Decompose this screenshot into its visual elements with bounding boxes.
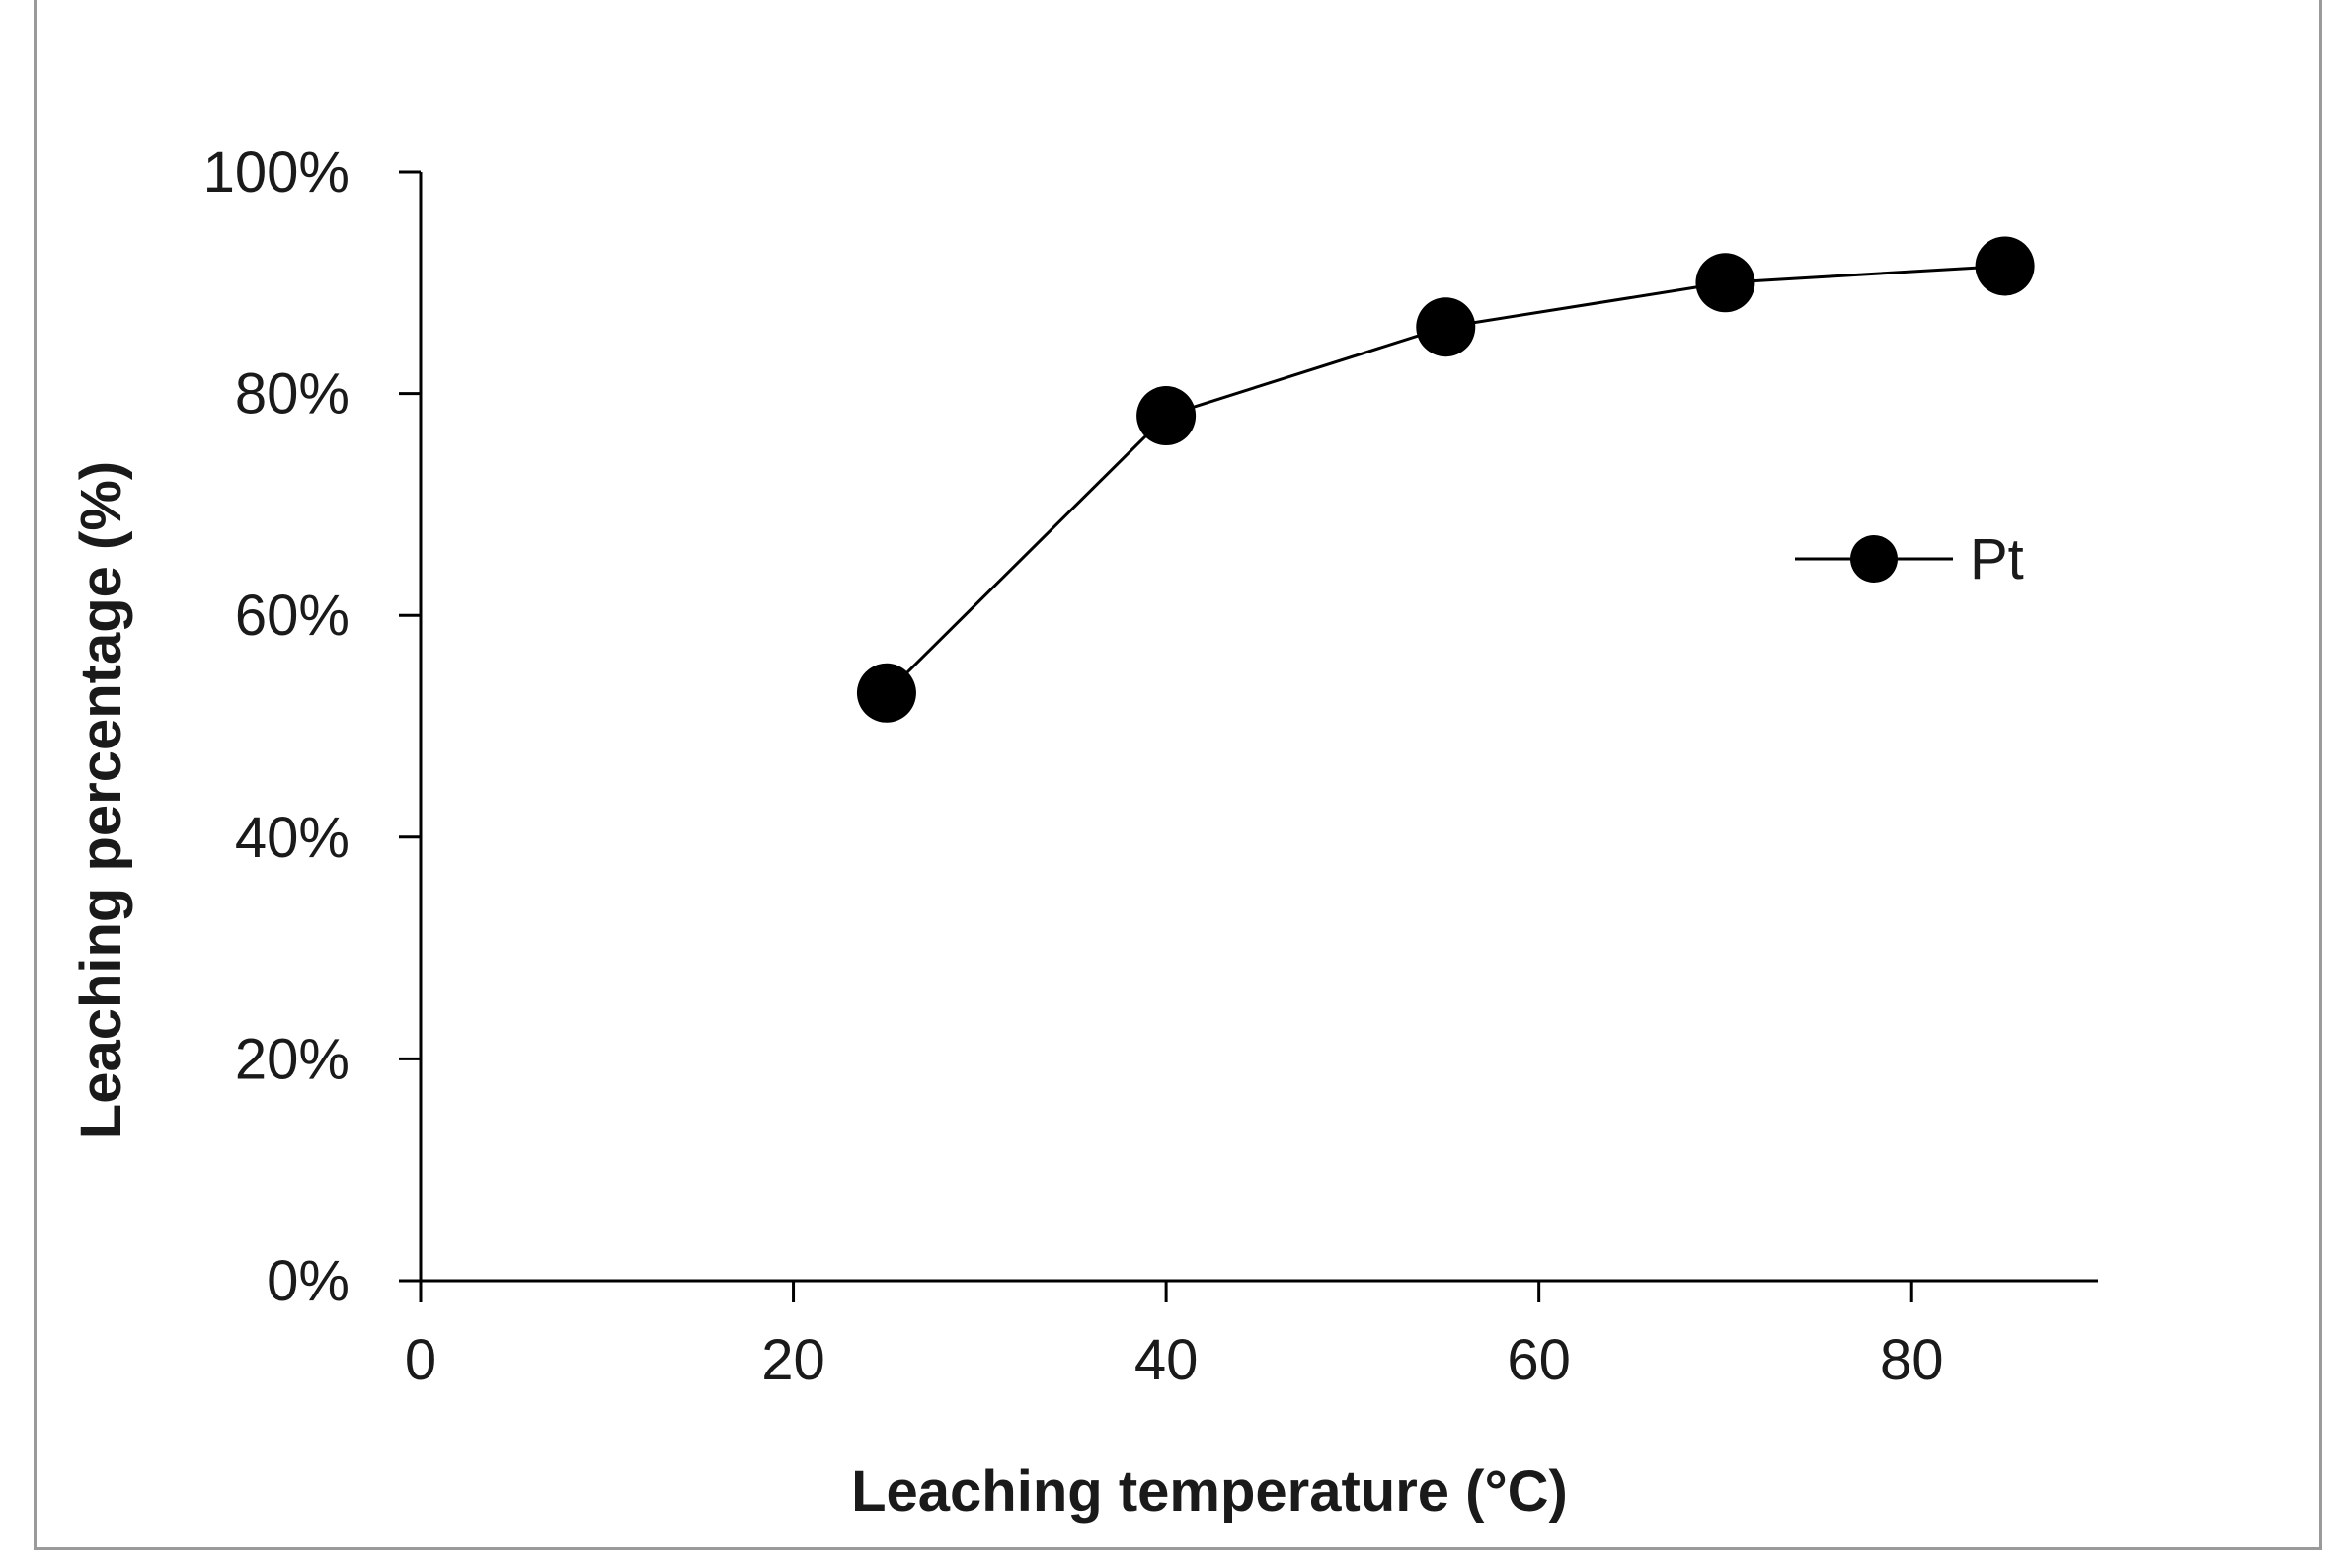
data-point <box>1975 236 2035 296</box>
legend-marker <box>1850 535 1898 583</box>
y-axis-title: Leaching percentage (%) <box>69 461 133 1138</box>
legend: Pt <box>1795 527 2024 591</box>
y-tick-label: 20% <box>235 1027 350 1091</box>
chart-frame <box>34 0 2322 1550</box>
y-tick-label: 60% <box>235 584 350 648</box>
data-point <box>856 663 916 723</box>
data-point <box>1695 253 1755 313</box>
data-point <box>1416 297 1476 357</box>
x-tick-label: 40 <box>1134 1328 1199 1392</box>
x-tick-label: 80 <box>1880 1328 1944 1392</box>
series-pt <box>856 236 2035 723</box>
y-tick-label: 0% <box>267 1249 350 1313</box>
x-tick-label: 0 <box>405 1328 436 1392</box>
x-tick-label: 20 <box>761 1328 825 1392</box>
x-tick-label: 60 <box>1507 1328 1571 1392</box>
data-point <box>1136 386 1197 446</box>
legend-label-pt: Pt <box>1970 527 2024 591</box>
y-tick-label: 80% <box>235 362 350 427</box>
y-tick-label: 40% <box>235 806 350 870</box>
y-tick-label: 100% <box>203 140 350 204</box>
x-axis-title: Leaching temperature (°C) <box>851 1459 1568 1524</box>
y-axis: 0% 20% 40% 60% 80% 100% <box>203 140 423 1313</box>
x-axis: 0 20 40 60 80 <box>399 1279 2098 1392</box>
